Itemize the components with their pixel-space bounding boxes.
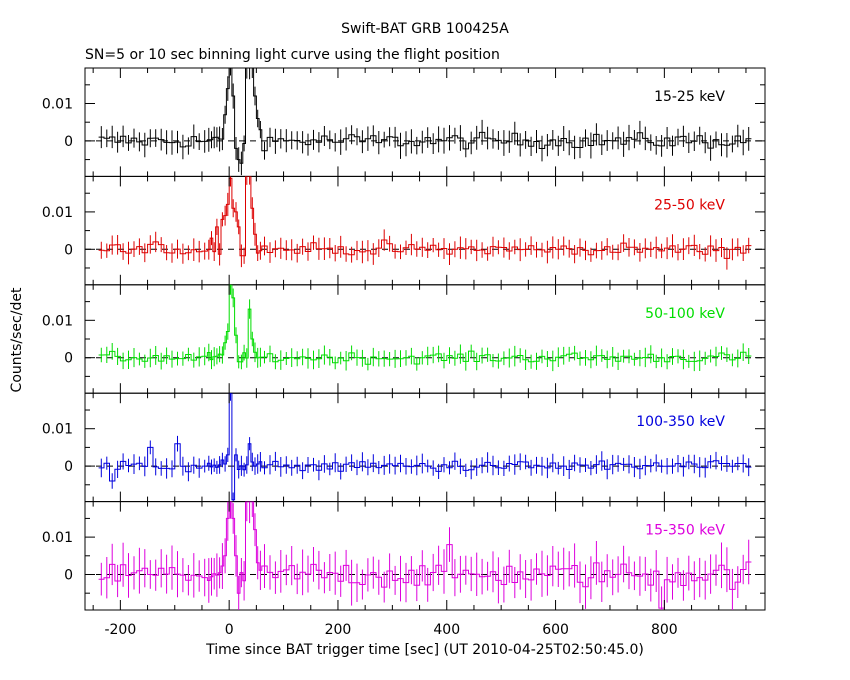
y-tick-label: 0.01 [42, 530, 73, 546]
panel-frame [84, 392, 766, 503]
y-tick-label: 0.01 [42, 313, 73, 329]
plot-area: 0 0.01 15-25 keV 0 0.01 25-50 keV 0 0.01 50-100 … [42, 67, 766, 638]
series-1 [98, 68, 752, 176]
y-tick-label: 0 [64, 567, 73, 583]
band-label: 15-25 keV [654, 89, 725, 105]
step-curve [98, 176, 752, 259]
y-tick-label: 0 [64, 134, 73, 150]
chart-title: Swift-BAT GRB 100425A [341, 21, 509, 37]
step-curve [98, 68, 752, 164]
chart-subtitle: SN=5 or 10 sec binning light curve using… [85, 47, 500, 63]
x-tick-label: 600 [542, 622, 569, 638]
band-label: 25-50 keV [654, 197, 725, 213]
y-tick-label: 0.01 [42, 97, 73, 113]
x-tick-label: 400 [433, 622, 460, 638]
series-2 [98, 176, 752, 270]
panel-frame [84, 284, 766, 394]
panel-3: 0 0.01 50-100 keV [42, 284, 766, 394]
y-tick-label: 0 [64, 351, 73, 367]
x-tick-label: 200 [325, 622, 352, 638]
y-tick-label: 0.01 [42, 205, 73, 221]
y-tick-label: 0 [64, 459, 73, 475]
x-tick-label: -200 [104, 622, 136, 638]
x-tick-label: 0 [225, 622, 234, 638]
panel-1: 0 0.01 15-25 keV [42, 67, 766, 177]
y-tick-label: 0.01 [42, 422, 73, 438]
step-curve [98, 393, 752, 501]
step-curve [98, 284, 752, 365]
y-axis-label: Counts/sec/det [9, 287, 25, 392]
panel-2: 0 0.01 25-50 keV [42, 175, 766, 286]
series-3 [98, 284, 752, 372]
y-tick-label: 0 [64, 242, 73, 258]
panel-5: 0 0.01 15-350 keV [42, 501, 766, 611]
x-tick-label: 800 [651, 622, 678, 638]
band-label: 50-100 keV [645, 306, 725, 322]
step-curve [98, 501, 752, 609]
panel-frame [84, 67, 766, 177]
panel-4: 0 0.01 100-350 keV [42, 392, 766, 503]
panel-frame [84, 175, 766, 286]
series-4 [98, 393, 752, 502]
x-axis-label: Time since BAT trigger time [sec] (UT 20… [205, 642, 644, 658]
panel-frame [84, 501, 766, 611]
band-label: 15-350 keV [645, 523, 725, 539]
series-5 [98, 501, 752, 610]
band-label: 100-350 keV [636, 414, 725, 430]
